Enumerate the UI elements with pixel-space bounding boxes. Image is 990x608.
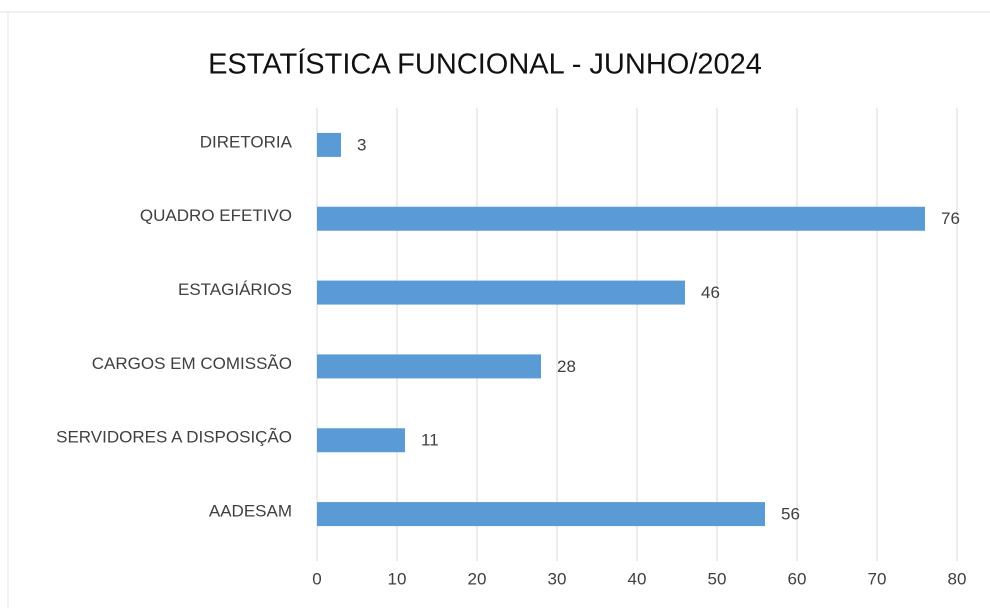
y-tick-label: SERVIDORES A DISPOSIÇÃO [56, 428, 292, 447]
data-label: 46 [701, 283, 720, 302]
data-label: 76 [941, 209, 960, 228]
y-tick-label: ESTAGIÁRIOS [178, 280, 292, 299]
x-tick-label: 50 [708, 569, 727, 588]
bar [317, 354, 541, 379]
bar [317, 132, 341, 157]
x-tick-label: 30 [548, 569, 567, 588]
y-tick-label: DIRETORIA [200, 132, 293, 151]
x-tick-label: 20 [468, 569, 487, 588]
x-tick-label: 40 [628, 569, 647, 588]
y-tick-label: CARGOS EM COMISSÃO [92, 354, 292, 373]
x-tick-label: 60 [788, 569, 807, 588]
data-label: 3 [357, 135, 366, 154]
x-tick-label: 80 [948, 569, 967, 588]
bar [317, 280, 685, 305]
x-tick-label: 0 [312, 569, 321, 588]
chart-title: ESTATÍSTICA FUNCIONAL - JUNHO/2024 [208, 48, 762, 81]
data-label: 28 [557, 357, 576, 376]
data-label: 11 [421, 431, 439, 450]
x-tick-label: 70 [868, 569, 887, 588]
bar [317, 428, 405, 453]
bar [317, 206, 925, 231]
y-tick-label: QUADRO EFETIVO [140, 206, 292, 225]
data-label: 56 [781, 505, 800, 524]
y-tick-label: AADESAM [209, 502, 292, 521]
bar [317, 502, 765, 527]
x-tick-label: 10 [388, 569, 407, 588]
